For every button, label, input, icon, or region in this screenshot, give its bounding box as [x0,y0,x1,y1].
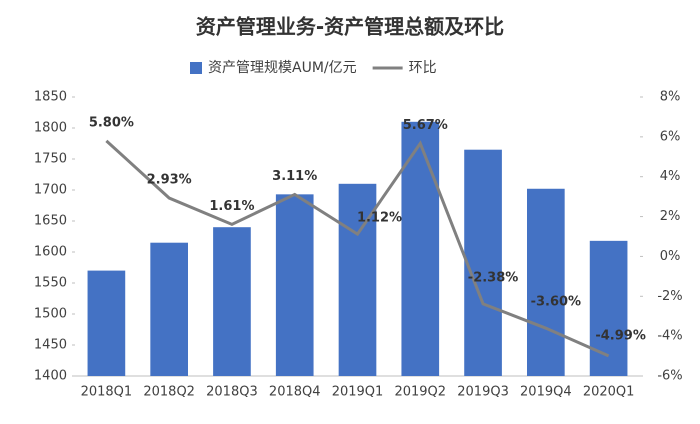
y-tick-label: 1550 [34,276,67,291]
chart-title: 资产管理业务-资产管理总额及环比 [196,15,504,39]
y2-tick-label: 8% [660,90,681,105]
y-tick-label: 1700 [34,183,67,198]
value-label: -4.99% [595,328,646,343]
bar [275,194,314,376]
y-tick-label: 1650 [34,214,67,229]
bar [464,149,502,376]
y-tick-label: 1850 [34,90,67,105]
line [105,139,610,358]
x-tick-label: 2018Q1 [81,385,133,400]
y2-tick-label: 4% [660,169,681,184]
y2-tick-label: -6% [657,369,682,384]
x-tick-label: 2019Q3 [457,385,509,400]
y2-tick-label: -4% [657,329,682,344]
x-tick-label: 2019Q4 [520,385,572,400]
x-tick-label: 2018Q4 [269,385,321,400]
value-label: 1.61% [209,199,254,214]
value-label: 5.67% [403,118,448,133]
x-tick-label: 2019Q2 [394,385,446,400]
legend-label: 资产管理规模AUM/亿元 [208,60,357,76]
value-label: -2.38% [468,270,519,285]
x-tick-label: 2018Q2 [143,385,195,400]
bar [87,270,126,376]
legend-swatch [190,62,202,74]
y-tick-label: 1450 [34,338,67,353]
y2-tick-label: 2% [660,209,681,224]
value-label: 3.11% [272,169,317,184]
y-tick-label: 1500 [34,307,67,322]
x-tick-label: 2018Q3 [206,385,258,400]
x-tick-label: 2020Q1 [583,385,635,400]
bar [527,188,565,376]
y-tick-label: 1800 [34,121,67,136]
legend-label: 环比 [409,60,437,76]
y2-tick-label: -2% [657,289,682,304]
bar [589,240,628,376]
value-label: 2.93% [147,173,192,188]
y2-tick-label: 6% [660,129,681,144]
bar [150,242,188,376]
y-tick-label: 1750 [34,152,67,167]
y-tick-label: 1600 [34,245,67,260]
bar [213,227,251,376]
value-label: 1.12% [357,211,402,226]
x-tick-label: 2019Q1 [332,385,384,400]
value-label: 5.80% [89,115,134,130]
value-label: -3.60% [531,295,582,310]
y2-tick-label: 0% [660,249,681,264]
y-tick-label: 1400 [34,369,67,384]
